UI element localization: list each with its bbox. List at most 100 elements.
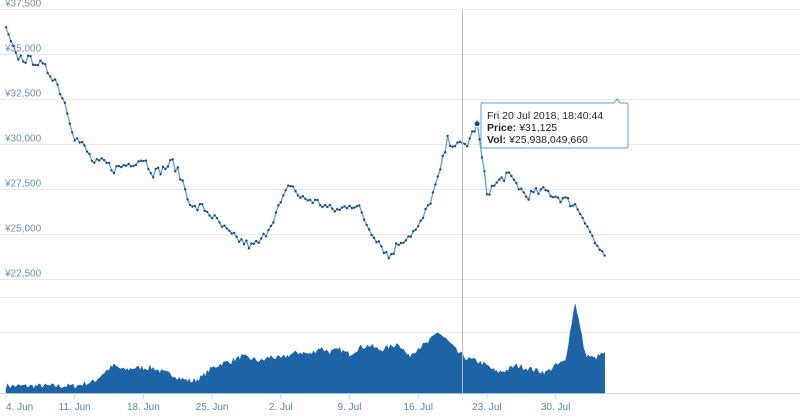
price-point xyxy=(574,203,577,206)
price-point xyxy=(581,216,584,220)
tooltip-vol-row: Vol: ¥25,938,049,660 xyxy=(487,134,588,146)
y-tick-label: ¥35,000 xyxy=(4,44,42,55)
price-point xyxy=(323,203,327,207)
price-point xyxy=(343,205,346,208)
price-point xyxy=(53,78,57,81)
price-point xyxy=(407,235,410,238)
price-point xyxy=(498,178,501,181)
price-point xyxy=(436,175,439,178)
price-point xyxy=(267,228,270,232)
x-axis-ticks: 4. Jun 11. Jun 18. Jun 25. Jun 2. Jul 9. Jul 1… xyxy=(5,393,570,413)
tooltip-price-label: Price: xyxy=(487,122,516,134)
price-point xyxy=(309,198,312,201)
price-point xyxy=(213,214,216,217)
price-point xyxy=(473,130,476,133)
price-point xyxy=(90,159,94,162)
price-point xyxy=(44,63,47,66)
price-point xyxy=(63,101,67,105)
price-point xyxy=(230,232,233,235)
price-point xyxy=(493,184,496,187)
x-tick-label: 16. Jul xyxy=(403,402,432,413)
price-point xyxy=(294,190,297,193)
price-point xyxy=(12,44,15,47)
price-point xyxy=(125,164,128,167)
price-point xyxy=(255,239,258,243)
tooltip-box xyxy=(480,98,629,149)
price-point xyxy=(107,161,111,165)
price-point xyxy=(547,189,550,193)
price-point xyxy=(576,208,579,211)
price-point xyxy=(49,75,52,78)
price-point xyxy=(233,231,236,235)
price-point xyxy=(421,216,425,220)
price-point xyxy=(7,33,10,36)
price-point xyxy=(363,218,366,221)
price-point xyxy=(468,137,471,140)
price-point xyxy=(336,208,339,211)
price-point xyxy=(372,236,376,240)
price-series[interactable] xyxy=(4,26,606,260)
price-point xyxy=(328,203,332,207)
price-point xyxy=(191,205,194,208)
x-tick-label: 30. Jul xyxy=(541,402,570,413)
price-point xyxy=(88,152,91,156)
price-point xyxy=(272,221,275,224)
price-point xyxy=(439,168,442,171)
price-point xyxy=(95,158,99,161)
price-point xyxy=(17,58,20,61)
price-point xyxy=(154,167,157,171)
price-point xyxy=(434,183,437,186)
price-point xyxy=(206,210,209,214)
price-point xyxy=(105,161,108,165)
price-point xyxy=(100,157,103,160)
price-point xyxy=(188,203,192,207)
hover-point[interactable] xyxy=(473,120,481,128)
price-point xyxy=(316,198,319,202)
price-point xyxy=(448,144,452,148)
price-point xyxy=(51,79,54,82)
price-point xyxy=(287,184,290,187)
price-point xyxy=(510,174,513,178)
price-point xyxy=(583,222,587,225)
price-point xyxy=(68,122,72,125)
price-point xyxy=(603,254,606,257)
price-point xyxy=(377,240,381,243)
price-point xyxy=(127,162,130,166)
tooltip-date: Fri 20 Jul 2018, 18:40:44 xyxy=(487,110,603,122)
price-point xyxy=(22,60,25,63)
price-point xyxy=(132,164,135,168)
price-point xyxy=(424,207,427,211)
price-point xyxy=(225,227,228,230)
price-point xyxy=(348,204,351,208)
price-point xyxy=(483,170,486,173)
price-point xyxy=(596,244,599,247)
price-point xyxy=(355,205,359,208)
price-point xyxy=(556,196,560,199)
price-point xyxy=(46,71,49,75)
price-point xyxy=(397,243,400,247)
price-point xyxy=(520,187,523,190)
price-point xyxy=(208,214,211,217)
price-point xyxy=(203,209,206,213)
price-point xyxy=(360,211,363,214)
y-tick-label: ¥22,500 xyxy=(4,269,42,280)
price-point xyxy=(39,59,42,62)
price-point xyxy=(282,194,285,197)
price-point xyxy=(311,201,314,205)
x-tick-label: 23. Jul xyxy=(472,402,501,413)
price-point xyxy=(78,141,81,144)
price-point xyxy=(554,195,557,198)
price-point xyxy=(507,171,511,174)
price-point xyxy=(571,204,574,207)
price-point xyxy=(19,54,22,57)
price-point xyxy=(198,203,201,206)
price-point xyxy=(532,190,535,194)
price-point xyxy=(333,210,336,213)
price-point xyxy=(404,239,408,242)
price-point xyxy=(41,62,44,65)
price-point xyxy=(331,207,334,210)
price-point xyxy=(245,239,248,242)
price-point xyxy=(326,205,329,209)
price-point xyxy=(242,242,246,246)
price-point xyxy=(171,158,174,161)
